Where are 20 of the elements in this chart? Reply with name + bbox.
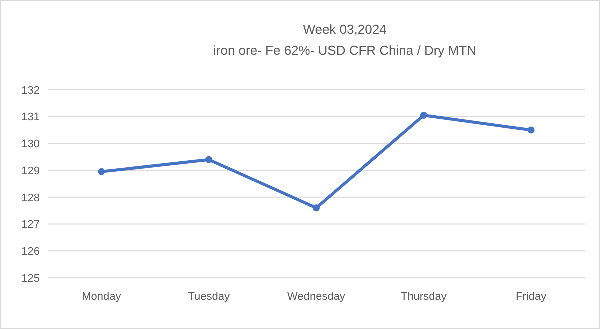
x-tick-label: Wednesday [288, 291, 346, 303]
y-tick-label: 132 [22, 84, 40, 97]
x-tick-label: Thursday [400, 291, 448, 303]
y-tick-label: 130 [22, 138, 40, 151]
point [206, 156, 213, 164]
point [420, 112, 428, 120]
y-tick-label: 126 [22, 246, 40, 258]
x-tick-label: Tuesday [188, 291, 230, 303]
point [98, 168, 106, 176]
x-tick-label: Monday [82, 291, 122, 303]
point [528, 126, 535, 134]
y-tick-label: 129 [22, 165, 40, 178]
chart-subtitle: iron ore- Fe 62%- USD CFR China / Dry MTN [214, 43, 476, 58]
y-tick-label: 131 [22, 112, 40, 124]
chart-title: Week 03,2024 [303, 22, 387, 37]
y-tick-label: 127 [22, 219, 40, 232]
y-tick-label: 128 [22, 192, 40, 204]
point [313, 204, 320, 212]
x-tick-label: Friday [516, 291, 548, 303]
y-tick-label: 125 [22, 272, 40, 285]
